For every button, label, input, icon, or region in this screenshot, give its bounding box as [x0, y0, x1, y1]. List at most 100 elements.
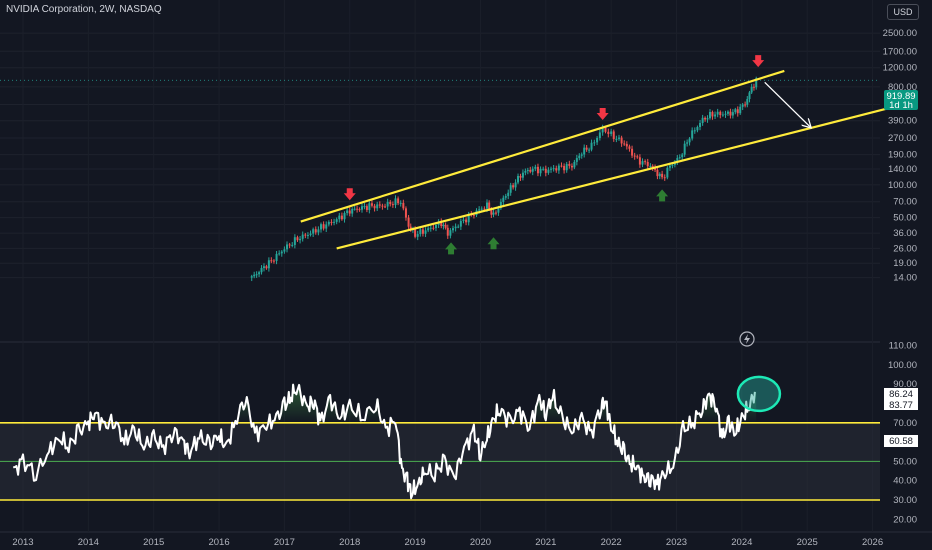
candle-body — [552, 168, 555, 170]
candle-body — [494, 212, 497, 214]
candle-body — [314, 229, 317, 233]
candle-body — [585, 147, 588, 150]
symbol-title[interactable]: NVIDIA Corporation, 2W, NASDAQ — [6, 4, 162, 15]
time-tick-label: 2018 — [339, 537, 360, 548]
candle-body — [480, 208, 483, 210]
candle-body — [739, 106, 742, 114]
rsi-pane — [0, 375, 880, 501]
candle-body — [529, 169, 532, 172]
candle-body — [394, 198, 397, 206]
candle-body — [429, 227, 432, 229]
candle-body — [633, 155, 636, 157]
candle-body — [646, 161, 649, 167]
candle-body — [338, 215, 341, 220]
rsi-tag-1: 86.24 — [889, 389, 913, 400]
candle-body — [499, 201, 502, 209]
candle-body — [444, 224, 447, 228]
candle-body — [750, 86, 753, 93]
candle-body — [526, 169, 529, 171]
currency-button[interactable]: USD — [887, 4, 919, 20]
candle-body — [275, 253, 278, 261]
candle-body — [459, 220, 462, 227]
candle-body — [378, 204, 381, 206]
candle-body — [322, 224, 325, 229]
candle-body — [746, 99, 749, 105]
candle-body — [590, 142, 593, 150]
time-tick-label: 2017 — [274, 537, 295, 548]
candle-body — [688, 138, 691, 143]
candle-body — [260, 268, 263, 273]
candle-body — [604, 127, 607, 132]
price-tick-label: 100.00 — [888, 180, 917, 191]
candle-body — [340, 215, 343, 220]
candle-body — [404, 208, 407, 218]
candle-body — [490, 209, 493, 215]
candle-body — [488, 202, 491, 210]
candle-body — [593, 142, 596, 144]
candle-body — [381, 205, 384, 207]
candle-body — [353, 208, 356, 210]
arrow-down-icon — [752, 55, 765, 68]
candle-body — [701, 117, 704, 123]
candle-body — [744, 104, 747, 106]
candle-body — [409, 226, 412, 230]
candle-body — [550, 168, 553, 170]
candle-body — [272, 260, 275, 262]
candle-body — [755, 78, 758, 88]
candle-body — [575, 158, 578, 162]
candle-body — [278, 253, 281, 255]
candle-body — [333, 221, 336, 223]
candle-body — [465, 219, 468, 223]
candle-body — [573, 161, 576, 168]
time-tick-label: 2015 — [143, 537, 164, 548]
candle-body — [446, 227, 449, 236]
candle-body — [414, 228, 417, 237]
candle-body — [389, 201, 392, 205]
candle-body — [719, 111, 722, 116]
candle-body — [304, 234, 307, 236]
candle-body — [267, 260, 270, 269]
candle-body — [704, 117, 707, 120]
candle-body — [309, 233, 312, 235]
candle-body — [539, 168, 542, 174]
candle-body — [519, 175, 522, 178]
candle-body — [534, 166, 537, 169]
candle-body — [351, 208, 354, 214]
time-tick-label: 2025 — [797, 537, 818, 548]
candle-body — [373, 205, 376, 209]
candle-body — [397, 198, 400, 204]
candle-body — [348, 210, 351, 214]
price-tick-label: 50.00 — [893, 213, 917, 224]
candle-body — [258, 272, 261, 275]
time-tick-label: 2020 — [470, 537, 491, 548]
candle-body — [557, 165, 560, 171]
candle-body — [607, 131, 610, 134]
rsi-tick-label: 30.00 — [893, 495, 917, 506]
candle-body — [644, 161, 647, 163]
lightning-icon[interactable] — [739, 331, 755, 347]
candle-body — [656, 169, 659, 177]
rsi-axis[interactable]: 110.00100.0090.0080.0070.0060.0050.0040.… — [888, 341, 917, 526]
candle-body — [748, 92, 751, 100]
candle-body — [563, 165, 566, 171]
price-tick-label: 19.00 — [893, 258, 917, 269]
time-axis[interactable]: 2013 2014 2015 2016 2017 2018 2019 2020 2021 2022… — [12, 537, 883, 548]
candle-body — [319, 224, 322, 230]
candle-body — [631, 148, 634, 156]
candle-body — [714, 114, 717, 117]
candle-body — [578, 155, 581, 159]
candle-body — [726, 111, 729, 114]
rsi-tick-label: 90.00 — [893, 379, 917, 390]
rsi-tick-label: 100.00 — [888, 360, 917, 371]
price-pane — [0, 55, 886, 282]
candle-body — [483, 208, 486, 210]
channel-upper-line — [300, 69, 785, 223]
price-tick-label: 70.00 — [893, 197, 917, 208]
price-axis[interactable]: 2500.001700.001200.00800.00550.00390.002… — [883, 28, 917, 284]
price-tag-value: 919.89 — [886, 91, 915, 102]
candle-body — [601, 127, 604, 133]
candle-body — [509, 185, 512, 193]
candle-body — [658, 173, 661, 177]
candle-body — [691, 130, 694, 139]
